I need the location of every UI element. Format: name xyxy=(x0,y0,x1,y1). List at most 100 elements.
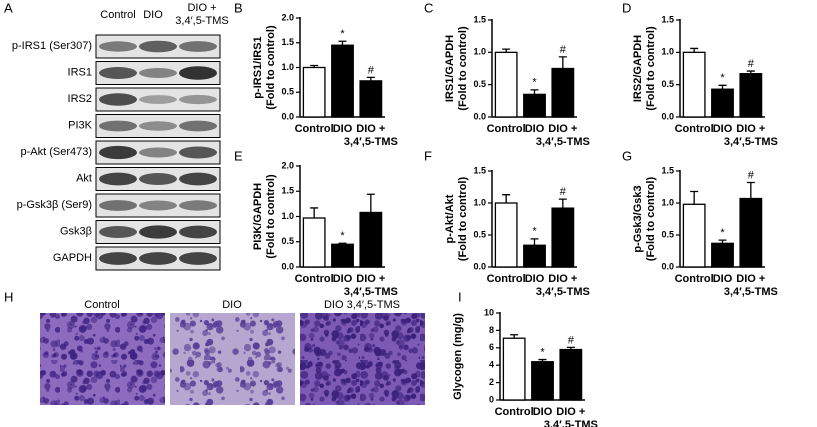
bar xyxy=(302,66,326,118)
y-axis-label: Glycogen (mg/g) xyxy=(452,313,464,400)
bar xyxy=(494,202,518,268)
x-tick-label: Control xyxy=(675,123,714,135)
blot-band xyxy=(99,145,137,160)
significance-mark: * xyxy=(340,28,345,40)
y-tick-label: 2.0 xyxy=(281,12,294,22)
x-tick-label: DIO xyxy=(525,273,545,285)
y-tick-label: 1.0 xyxy=(661,197,674,207)
y-axis-label: (Fold to control) xyxy=(265,174,277,259)
bar xyxy=(523,244,546,268)
x-tick-label: DIO +3,4′,5-TMS xyxy=(544,406,598,427)
x-tick-label: Control xyxy=(487,123,526,135)
panel-letter: F xyxy=(424,148,432,163)
bar xyxy=(531,361,554,401)
y-tick-label: 0.0 xyxy=(281,111,294,121)
significance-mark: # xyxy=(368,64,375,76)
blot-label: GAPDH xyxy=(53,252,92,264)
blot-band xyxy=(139,147,177,158)
x-tick-label: Control xyxy=(295,123,334,135)
y-tick-label: 1.0 xyxy=(473,47,486,57)
blot-band xyxy=(139,252,177,265)
x-tick-label-line: DIO + xyxy=(548,273,577,285)
blot-label: IRS1 xyxy=(68,66,92,78)
blot-band xyxy=(139,95,177,104)
y-tick-label: 10 xyxy=(484,307,494,317)
y-tick-label: 2.0 xyxy=(281,160,294,170)
bar xyxy=(331,243,354,268)
bar xyxy=(711,242,734,268)
y-tick-label: 6 xyxy=(489,342,494,352)
bar xyxy=(302,217,326,268)
y-tick-label: 4 xyxy=(489,360,494,370)
blot-band xyxy=(179,172,217,186)
x-tick-label: DIO xyxy=(333,273,353,285)
blot-band xyxy=(179,41,217,52)
y-tick-label: 0.5 xyxy=(661,79,674,89)
y-axis-label: p-IRS1/IRS1 xyxy=(252,36,264,98)
blot-label: Akt xyxy=(76,172,92,184)
y-axis-label: (Fold to control) xyxy=(645,26,657,111)
blot-band xyxy=(99,120,137,132)
x-tick-label: DIO +3,4′,5-TMS xyxy=(344,273,398,298)
column-label-line: 3,4′,5-TMS xyxy=(175,15,228,27)
x-tick-label-line: 3,4′,5-TMS xyxy=(344,136,398,148)
y-axis-label: (Fold to control) xyxy=(457,26,469,111)
x-tick-label-line: DIO + xyxy=(548,123,577,135)
panel-letter: H xyxy=(4,289,13,304)
significance-mark: # xyxy=(748,169,755,181)
x-tick-label: DIO +3,4′,5-TMS xyxy=(724,273,778,298)
column-label-line: DIO + xyxy=(187,2,216,14)
column-label: DIO +3,4′,5-TMS xyxy=(175,2,228,27)
y-tick-label: 0.0 xyxy=(661,111,674,121)
x-tick-label-line: 3,4′,5-TMS xyxy=(544,419,598,427)
y-axis-label: PI3K/GAPDH xyxy=(252,183,264,250)
blot-label: p-Akt (Ser473) xyxy=(20,146,92,158)
y-tick-label: 1.5 xyxy=(281,37,294,47)
bar xyxy=(359,211,383,268)
significance-mark: # xyxy=(560,44,567,56)
x-tick-label: DIO xyxy=(713,123,733,135)
panel-letter: G xyxy=(622,148,632,163)
x-tick-label: Control xyxy=(295,273,334,285)
y-tick-label: 0.5 xyxy=(281,236,294,246)
x-tick-label: DIO xyxy=(525,123,545,135)
y-tick-label: 2 xyxy=(489,377,494,387)
bar xyxy=(502,337,526,401)
x-tick-label-line: 3,4′,5-TMS xyxy=(536,136,590,148)
blot-band xyxy=(179,146,217,159)
bar xyxy=(739,73,763,118)
y-tick-label: 0.5 xyxy=(473,79,486,89)
histology-image xyxy=(170,313,295,405)
blot-label: IRS2 xyxy=(68,93,92,105)
panel-letter: D xyxy=(622,0,631,15)
blot-band xyxy=(179,225,217,239)
y-tick-label: 1.5 xyxy=(473,165,486,175)
y-tick-label: 1.0 xyxy=(281,62,294,72)
bar xyxy=(551,207,575,268)
bar xyxy=(682,51,706,118)
blot-band xyxy=(99,172,137,186)
blot-band xyxy=(179,66,217,80)
y-tick-label: 1.0 xyxy=(473,197,486,207)
x-tick-label: DIO xyxy=(533,406,553,418)
x-tick-label: Control xyxy=(495,406,534,418)
panel-letter: B xyxy=(234,0,243,15)
blot-band xyxy=(179,94,217,105)
y-tick-label: 0.0 xyxy=(661,261,674,271)
significance-mark: * xyxy=(532,77,537,89)
blot-band xyxy=(99,67,137,79)
blot-band xyxy=(99,93,137,106)
bar xyxy=(559,348,583,401)
bar xyxy=(523,93,546,118)
blot-band xyxy=(179,200,217,211)
x-tick-label: Control xyxy=(675,273,714,285)
x-tick-label: Control xyxy=(487,273,526,285)
y-tick-label: 0.5 xyxy=(661,229,674,239)
x-tick-label-line: DIO + xyxy=(356,123,385,135)
blot-band xyxy=(99,41,137,52)
x-tick-label: DIO xyxy=(713,273,733,285)
y-axis-label: IRS2/GAPDH xyxy=(632,35,644,102)
x-tick-label: DIO +3,4′,5-TMS xyxy=(724,123,778,148)
x-tick-label-line: DIO + xyxy=(356,273,385,285)
